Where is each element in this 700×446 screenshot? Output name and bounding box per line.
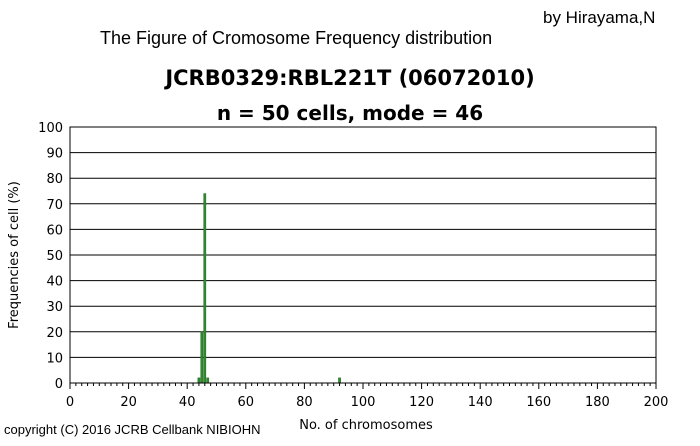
- figure-title: The Figure of Cromosome Frequency distri…: [100, 28, 493, 48]
- bar: [197, 377, 201, 384]
- bar: [200, 331, 204, 384]
- x-axis-tick-labels: 0 20 40 60 80 100 120 140 160 180 200: [66, 395, 669, 410]
- x-tick-label: 160: [526, 395, 551, 410]
- y-axis-tick-labels: 0 10 20 30 40 50 60 70 80 90 100: [38, 121, 63, 392]
- x-tick-label: 20: [120, 395, 137, 410]
- plot-frame: [69, 126, 657, 384]
- copyright-text: copyright (C) 2016 JCRB Cellbank NIBIOHN: [4, 422, 261, 437]
- chart-title: JCRB0329:RBL221T (06072010): [165, 66, 535, 90]
- y-tick-label: 60: [46, 223, 63, 238]
- y-tick-label: 0: [55, 377, 63, 392]
- y-tick-label: 10: [46, 351, 63, 366]
- bar: [203, 193, 207, 384]
- bars: [197, 193, 341, 384]
- x-tick-label: 60: [238, 395, 255, 410]
- x-axis-ticks: [69, 383, 657, 389]
- y-axis-label: Frequencies of cell (%): [7, 181, 22, 329]
- x-tick-label: 140: [468, 395, 493, 410]
- y-tick-label: 100: [38, 121, 63, 136]
- y-tick-label: 30: [46, 300, 63, 315]
- chart-subtitle: n = 50 cells, mode = 46: [216, 101, 484, 125]
- x-tick-label: 0: [66, 395, 74, 410]
- x-tick-label: 180: [585, 395, 610, 410]
- x-tick-label: 120: [409, 395, 434, 410]
- x-axis-label: No. of chromosomes: [299, 418, 433, 433]
- y-tick-label: 70: [46, 198, 63, 213]
- gridlines: [70, 152, 656, 358]
- author-credit: by Hirayama,N: [543, 8, 656, 27]
- y-tick-label: 40: [46, 275, 63, 290]
- y-tick-label: 90: [46, 147, 63, 162]
- bar: [206, 377, 210, 384]
- x-tick-label: 200: [644, 395, 669, 410]
- x-tick-label: 40: [179, 395, 196, 410]
- y-tick-label: 80: [46, 172, 63, 187]
- x-tick-label: 80: [296, 395, 313, 410]
- bar: [338, 377, 341, 384]
- y-tick-label: 20: [46, 326, 63, 341]
- y-tick-label: 50: [46, 249, 63, 264]
- x-tick-label: 100: [351, 395, 376, 410]
